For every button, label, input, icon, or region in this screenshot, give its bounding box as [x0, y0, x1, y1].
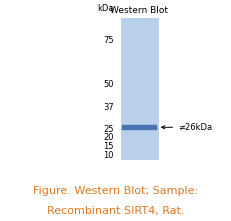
Text: Western Blot: Western Blot [110, 6, 167, 15]
Text: kDa: kDa [97, 4, 113, 13]
Text: 20: 20 [103, 133, 113, 142]
Text: Recombinant SIRT4, Rat.: Recombinant SIRT4, Rat. [47, 206, 184, 216]
Text: 10: 10 [103, 151, 113, 160]
Text: 25: 25 [103, 125, 113, 133]
Text: ≠26kDa: ≠26kDa [161, 123, 211, 132]
Text: 75: 75 [103, 36, 113, 45]
Text: 37: 37 [103, 103, 113, 112]
Text: 50: 50 [103, 80, 113, 89]
Text: Figure. Western Blot; Sample:: Figure. Western Blot; Sample: [33, 186, 198, 196]
Text: 15: 15 [103, 142, 113, 151]
